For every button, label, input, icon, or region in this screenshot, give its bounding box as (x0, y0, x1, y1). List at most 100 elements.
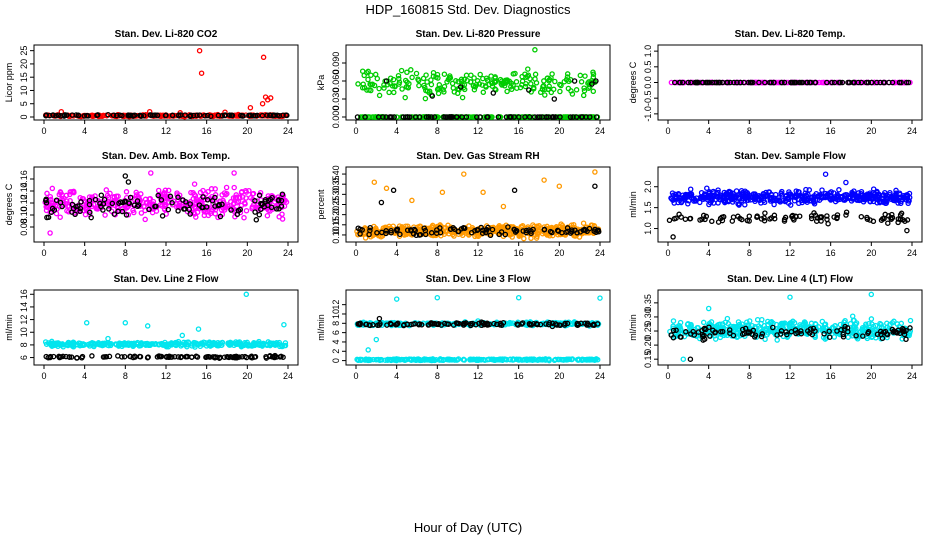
data-point (165, 206, 172, 213)
data-point (491, 320, 497, 327)
x-tick-label: 24 (595, 371, 605, 381)
data-point (518, 223, 525, 230)
data-point (152, 112, 158, 118)
data-point (423, 87, 429, 94)
data-point (476, 81, 483, 87)
data-point (819, 187, 825, 193)
data-point (281, 198, 288, 204)
data-point (767, 327, 773, 334)
data-point (194, 112, 200, 119)
y-tick-label: 0.030 (331, 88, 341, 111)
data-point (102, 212, 108, 218)
data-point (217, 213, 224, 220)
data-point (685, 79, 691, 86)
data-point (546, 320, 553, 326)
data-point (125, 179, 132, 185)
data-point (367, 224, 373, 231)
data-point (495, 224, 501, 231)
plot-frame (33, 289, 299, 366)
data-point (496, 356, 503, 363)
data-point (444, 321, 450, 327)
y-tick-label: 0.08 (19, 218, 29, 236)
data-point (241, 214, 247, 221)
data-point (65, 203, 71, 210)
data-point (729, 218, 736, 224)
data-point (217, 354, 223, 361)
data-point (516, 114, 522, 120)
data-point (507, 231, 514, 238)
data-point (733, 188, 740, 194)
data-point (210, 113, 216, 120)
data-point (388, 321, 395, 328)
data-point (253, 217, 260, 223)
data-point (165, 187, 172, 194)
data-point (282, 340, 289, 346)
data-point (267, 95, 274, 101)
data-point (357, 231, 363, 237)
data-point (468, 229, 475, 236)
data-point (900, 192, 907, 199)
data-point (254, 112, 260, 119)
data-point (849, 313, 856, 319)
data-point (789, 212, 796, 219)
data-point (905, 79, 912, 86)
data-point (383, 185, 390, 192)
data-point (713, 79, 720, 86)
data-point (138, 342, 144, 349)
data-point (423, 114, 430, 120)
data-point (890, 329, 896, 335)
data-point (778, 190, 784, 197)
data-point (224, 354, 230, 360)
data-point (159, 213, 166, 219)
data-point (262, 197, 269, 203)
data-point (774, 332, 780, 338)
data-point (761, 215, 767, 221)
data-point (706, 201, 712, 208)
data-point (707, 192, 714, 198)
data-point (480, 89, 487, 96)
data-point (685, 201, 691, 207)
data-point (263, 355, 270, 361)
series-all (42, 291, 289, 350)
x-tick-label: 0 (353, 248, 358, 258)
data-point (404, 69, 410, 76)
data-point (91, 342, 97, 348)
data-point (251, 354, 258, 360)
data-point (850, 194, 856, 201)
data-point (416, 114, 423, 120)
y-tick-label: 0.30 (643, 308, 653, 326)
data-point (546, 357, 552, 363)
data-point (398, 67, 405, 74)
data-point (878, 217, 885, 223)
data-point (369, 81, 376, 88)
data-point (574, 230, 580, 236)
data-point (454, 90, 461, 97)
data-point (480, 75, 486, 82)
data-point (470, 356, 476, 363)
data-point (719, 328, 726, 335)
y-tick-label: 0.10 (331, 226, 341, 244)
x-tick-label: 20 (866, 126, 876, 136)
data-point (581, 85, 587, 91)
data-point (176, 341, 183, 347)
data-point (275, 200, 282, 207)
data-point (525, 66, 531, 72)
data-point (147, 196, 154, 202)
data-point (815, 324, 822, 330)
data-point (374, 356, 380, 363)
data-point (400, 114, 407, 120)
data-point (571, 232, 577, 239)
data-point (903, 79, 910, 86)
data-point (872, 79, 878, 86)
series-means (43, 111, 290, 120)
data-point (467, 356, 473, 363)
data-point (808, 215, 815, 222)
data-point (593, 114, 600, 120)
data-point (472, 84, 478, 90)
x-tick-label: 16 (514, 371, 524, 381)
data-point (808, 194, 815, 201)
data-point (77, 205, 84, 212)
data-point (436, 82, 443, 88)
data-point (791, 79, 797, 86)
data-point (824, 216, 830, 223)
